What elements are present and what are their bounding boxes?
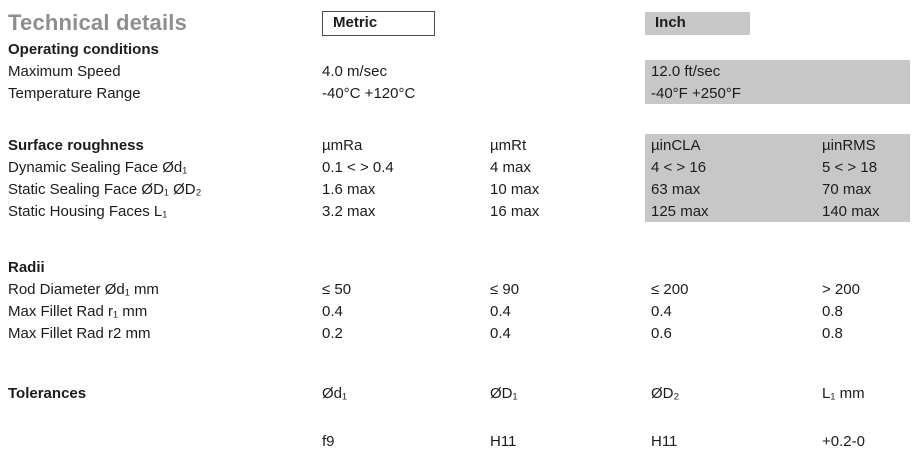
- column-unit: µmRt: [490, 136, 527, 154]
- cell: [816, 82, 910, 104]
- section-title-tolerances: Tolerances Ød₁ ØD₁ ØD₂ L₁ mm: [8, 382, 910, 404]
- section-title: Operating conditions: [8, 40, 159, 58]
- cell: 0.1 < > 0.4: [322, 158, 394, 176]
- header-row: Technical details Metric Inch: [8, 8, 910, 38]
- cell: 10 max: [490, 180, 540, 198]
- cell: 16 max: [490, 202, 540, 220]
- cell: 0.4: [490, 302, 511, 320]
- row-label: Dynamic Sealing Face Ød₁: [8, 158, 188, 176]
- table-row: f9 H11 H11 +0.2-0: [8, 430, 910, 452]
- table-row: Static Sealing Face ØD₁ ØD₂ 1.6 max 10 m…: [8, 178, 910, 200]
- row-label: Temperature Range: [8, 84, 141, 102]
- table-row: Temperature Range -40°C +120°C -40°F +25…: [8, 82, 910, 104]
- cell: ØD₂: [651, 384, 680, 402]
- section-title-operating-conditions: Operating conditions: [8, 38, 910, 60]
- cell: 4 max: [490, 158, 531, 176]
- cell: 4.0 m/sec: [322, 62, 388, 80]
- page-title: Technical details: [8, 10, 188, 35]
- cell: 0.8: [822, 302, 843, 320]
- section-title: Surface roughness: [8, 136, 144, 154]
- cell: ≤ 90: [490, 280, 520, 298]
- table-row: Static Housing Faces L₁ 3.2 max 16 max 1…: [8, 200, 910, 222]
- cell: Ød₁: [322, 384, 348, 402]
- cell: 63 max: [645, 178, 816, 200]
- cell: -40°F +250°F: [645, 82, 816, 104]
- row-label: Max Fillet Rad r₁ mm: [8, 302, 148, 320]
- table-row: Max Fillet Rad r2 mm 0.2 0.4 0.6 0.8: [8, 322, 910, 344]
- cell: 5 < > 18: [816, 156, 910, 178]
- cell: [816, 60, 910, 82]
- row-label: Rod Diameter Ød₁ mm: [8, 280, 159, 298]
- inch-unit-box: Inch: [645, 11, 750, 35]
- row-label: Maximum Speed: [8, 62, 121, 80]
- cell: 0.8: [822, 324, 843, 342]
- section-title-radii: Radii: [8, 256, 910, 278]
- section-title: Radii: [8, 258, 45, 276]
- column-unit: µinCLA: [645, 134, 816, 156]
- cell: -40°C +120°C: [322, 84, 416, 102]
- cell: [490, 60, 645, 82]
- cell: H11: [651, 432, 678, 450]
- cell: 4 < > 16: [645, 156, 816, 178]
- row-label: Static Housing Faces L₁: [8, 202, 168, 220]
- cell: 0.4: [651, 302, 672, 320]
- table-row: Dynamic Sealing Face Ød₁ 0.1 < > 0.4 4 m…: [8, 156, 910, 178]
- technical-details-page: Technical details Metric Inch Operating …: [8, 8, 910, 452]
- section-title: Tolerances: [8, 384, 87, 402]
- cell: [490, 82, 645, 104]
- column-unit: µmRa: [322, 136, 363, 154]
- row-label: Max Fillet Rad r2 mm: [8, 324, 151, 342]
- cell: ØD₁: [490, 384, 518, 402]
- metric-unit-box: Metric: [322, 10, 435, 36]
- column-unit: µinRMS: [816, 134, 910, 156]
- cell: 12.0 ft/sec: [645, 60, 816, 82]
- cell: 0.4: [490, 324, 511, 342]
- table-row: Rod Diameter Ød₁ mm ≤ 50 ≤ 90 ≤ 200 > 20…: [8, 278, 910, 300]
- section-title-surface-roughness: Surface roughness µmRa µmRt µinCLA µinRM…: [8, 134, 910, 156]
- cell: 0.4: [322, 302, 343, 320]
- cell: 0.6: [651, 324, 672, 342]
- table-row: Max Fillet Rad r₁ mm 0.4 0.4 0.4 0.8: [8, 300, 910, 322]
- cell: 70 max: [816, 178, 910, 200]
- cell: 3.2 max: [322, 202, 376, 220]
- cell: 0.2: [322, 324, 343, 342]
- cell: ≤ 200: [651, 280, 689, 298]
- cell: f9: [322, 432, 335, 450]
- table-row: Maximum Speed 4.0 m/sec 12.0 ft/sec: [8, 60, 910, 82]
- cell: > 200: [822, 280, 860, 298]
- cell: L₁ mm: [822, 384, 865, 402]
- cell: H11: [490, 432, 517, 450]
- row-label: Static Sealing Face ØD₁ ØD₂: [8, 180, 202, 198]
- cell: ≤ 50: [322, 280, 352, 298]
- cell: 125 max: [645, 200, 816, 222]
- cell: 1.6 max: [322, 180, 376, 198]
- cell: +0.2-0: [822, 432, 865, 450]
- cell: 140 max: [816, 200, 910, 222]
